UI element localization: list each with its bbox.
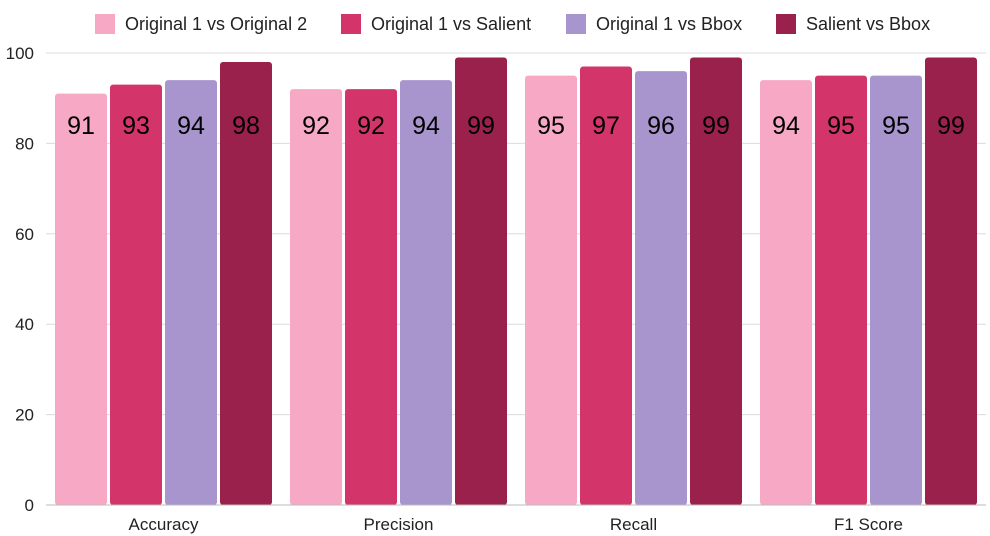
- bar: [760, 80, 812, 506]
- legend-swatch: [566, 14, 586, 34]
- bar: [815, 75, 867, 505]
- legend-label: Original 1 vs Original 2: [125, 14, 307, 34]
- data-label: 94: [177, 112, 205, 140]
- y-tick-label: 100: [6, 44, 34, 63]
- data-label: 96: [647, 112, 675, 140]
- legend-swatch: [776, 14, 796, 34]
- legend: Original 1 vs Original 2 Original 1 vs Sa…: [95, 14, 930, 34]
- bar: [110, 84, 162, 505]
- data-label: 91: [67, 112, 95, 140]
- legend-swatch: [95, 14, 115, 34]
- bar: [220, 62, 272, 505]
- data-label: 92: [357, 112, 385, 140]
- data-label: 93: [122, 112, 150, 140]
- legend-label: Original 1 vs Bbox: [596, 14, 742, 34]
- bar: [345, 89, 397, 505]
- legend-label: Original 1 vs Salient: [371, 14, 531, 34]
- bar: [690, 57, 742, 506]
- y-tick-label: 0: [25, 496, 34, 515]
- data-label: 92: [302, 112, 330, 140]
- bar: [290, 89, 342, 505]
- x-tick-label: Recall: [610, 515, 657, 534]
- x-tick-label: Precision: [364, 515, 434, 534]
- x-tick-label: Accuracy: [129, 515, 199, 534]
- y-tick-label: 60: [15, 225, 34, 244]
- x-tick-label: F1 Score: [834, 515, 903, 534]
- data-label: 95: [882, 112, 910, 140]
- data-label: 94: [412, 112, 440, 140]
- axes: 0 20 40 60 80 100 Accuracy Precision Recall F1 Sc…: [6, 44, 986, 534]
- bar: [525, 75, 577, 505]
- bar: [400, 80, 452, 506]
- y-tick-label: 40: [15, 315, 34, 334]
- bar: [635, 71, 687, 505]
- bars: [55, 57, 977, 506]
- legend-label: Salient vs Bbox: [806, 14, 930, 34]
- data-label: 97: [592, 112, 620, 140]
- bar: [870, 75, 922, 505]
- data-label: 98: [232, 112, 260, 140]
- bar: [165, 80, 217, 506]
- data-label: 94: [772, 112, 800, 140]
- bar: [580, 66, 632, 505]
- data-labels: 91 93 94 98 92 92 94 99 95 97 96 99 94 95 95 99: [67, 112, 965, 140]
- data-label: 99: [467, 112, 495, 140]
- legend-swatch: [341, 14, 361, 34]
- bar: [925, 57, 977, 506]
- data-label: 95: [827, 112, 855, 140]
- y-tick-label: 80: [15, 134, 34, 153]
- bar: [55, 93, 107, 506]
- bar: [455, 57, 507, 506]
- data-label: 99: [937, 112, 965, 140]
- data-label: 95: [537, 112, 565, 140]
- data-label: 99: [702, 112, 730, 140]
- y-tick-label: 20: [15, 406, 34, 425]
